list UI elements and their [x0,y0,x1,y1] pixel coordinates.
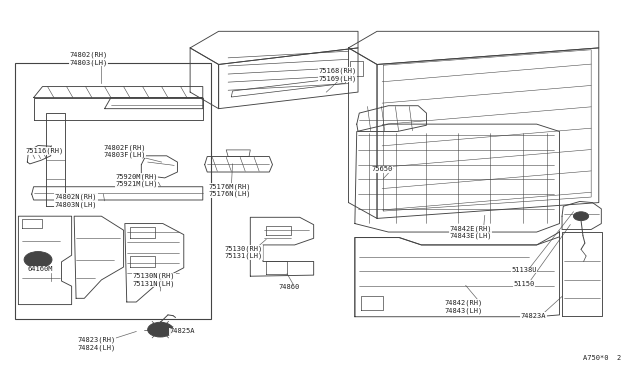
Circle shape [573,212,589,221]
Polygon shape [349,48,377,218]
Polygon shape [355,232,559,317]
Text: 75168(RH)
75169(LH): 75168(RH) 75169(LH) [319,68,357,82]
Text: 74842(RH)
74843(LH): 74842(RH) 74843(LH) [444,300,483,314]
Polygon shape [377,48,599,218]
Text: 75920M(RH)
75921M(LH): 75920M(RH) 75921M(LH) [115,173,157,187]
Text: 74825A: 74825A [170,328,195,334]
Polygon shape [34,87,203,97]
Polygon shape [46,113,65,206]
Text: A750*0  2: A750*0 2 [582,355,621,361]
Text: 74802F(RH)
74803F(LH): 74802F(RH) 74803F(LH) [104,144,146,158]
Polygon shape [190,31,358,64]
Polygon shape [562,202,602,230]
Text: 75130(RH)
75131(LH): 75130(RH) 75131(LH) [225,245,263,259]
Polygon shape [19,216,72,305]
Text: 75176M(RH)
75176N(LH): 75176M(RH) 75176N(LH) [209,183,252,198]
Polygon shape [562,232,602,315]
Text: 74823A: 74823A [521,312,547,319]
Bar [15,62,211,318]
Polygon shape [356,106,426,131]
Text: 64160M: 64160M [27,266,52,272]
Text: 74860: 74860 [279,284,300,290]
Polygon shape [125,224,184,302]
Polygon shape [250,217,314,276]
Text: 75130N(RH)
75131N(LH): 75130N(RH) 75131N(LH) [132,273,175,287]
Polygon shape [349,31,599,64]
Polygon shape [34,97,203,120]
Text: 51138U: 51138U [511,267,537,273]
Polygon shape [32,187,203,200]
Polygon shape [74,216,124,298]
Polygon shape [355,124,559,232]
Text: 74802N(RH)
74803N(LH): 74802N(RH) 74803N(LH) [55,194,97,208]
Text: 74842E(RH)
74843E(LH): 74842E(RH) 74843E(LH) [449,225,492,239]
Polygon shape [28,145,51,164]
Text: 74823(RH)
74824(LH): 74823(RH) 74824(LH) [78,337,116,351]
Polygon shape [219,48,358,109]
Circle shape [148,322,173,337]
Text: 75650: 75650 [371,166,393,173]
Polygon shape [104,97,203,109]
Text: 74802(RH)
74803(LH): 74802(RH) 74803(LH) [70,52,108,66]
Text: 51150: 51150 [513,280,534,286]
Polygon shape [190,48,219,109]
Circle shape [24,251,52,268]
Polygon shape [205,157,273,172]
Text: 75116(RH): 75116(RH) [25,148,63,154]
Polygon shape [141,156,177,178]
